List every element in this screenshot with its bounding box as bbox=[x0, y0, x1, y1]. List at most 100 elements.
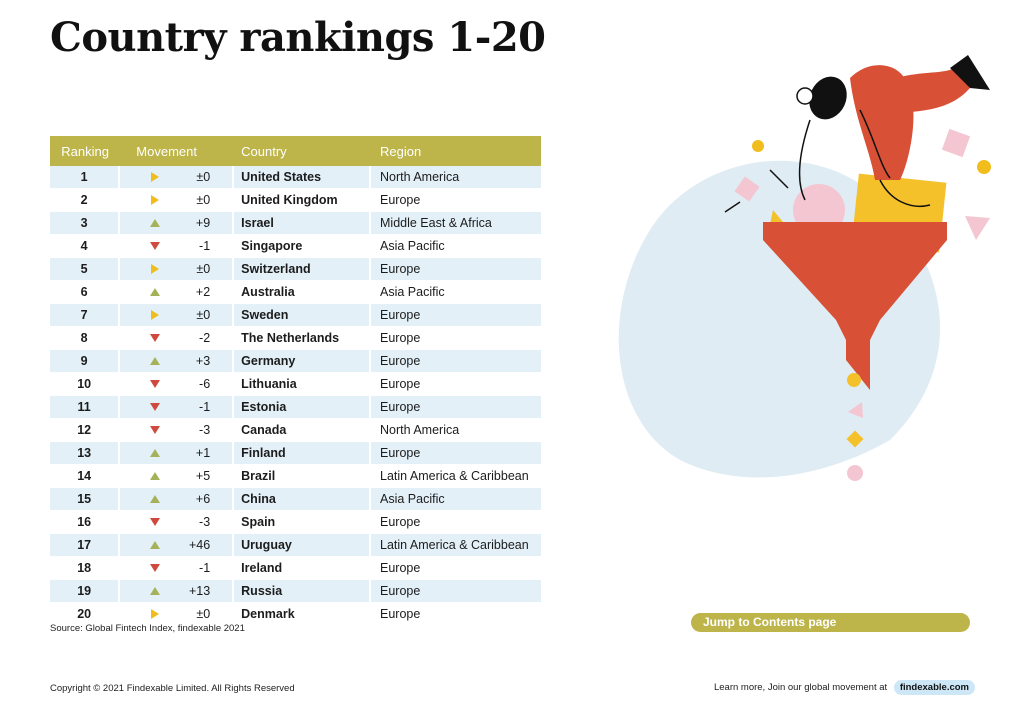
table-row: 14 +5 Brazil Latin America & Caribbean bbox=[50, 465, 541, 488]
movement-change: +5 bbox=[195, 469, 211, 483]
region-cell: Europe bbox=[371, 258, 541, 281]
movement-change: ±0 bbox=[196, 607, 211, 621]
table-row: 9 +3 Germany Europe bbox=[50, 350, 541, 373]
source-note: Source: Global Fintech Index, findexable… bbox=[50, 623, 245, 634]
movement-change: -1 bbox=[199, 239, 211, 253]
rank-cell: 9 bbox=[50, 350, 121, 373]
person-arm bbox=[859, 109, 891, 179]
rankings-table-body: 1 ±0 United States North America 2 ±0 United K… bbox=[50, 166, 541, 626]
region-cell: Middle East & Africa bbox=[371, 212, 541, 235]
movement-change: -6 bbox=[199, 377, 211, 391]
arrow-down-icon bbox=[150, 380, 161, 388]
arrow-up-icon bbox=[150, 219, 161, 227]
movement-change: -3 bbox=[199, 423, 211, 437]
table-row: 7 ±0 Sweden Europe bbox=[50, 304, 541, 327]
country-cell: Germany bbox=[234, 350, 371, 373]
movement-cell: ±0 bbox=[120, 166, 235, 189]
rank-cell: 16 bbox=[50, 511, 121, 534]
learn-more-text: Learn more, Join our global movement at bbox=[713, 682, 888, 693]
person-arm bbox=[798, 119, 811, 201]
decor-triangle bbox=[770, 210, 783, 224]
decor-triangle bbox=[848, 402, 863, 418]
movement-cell: ±0 bbox=[120, 603, 235, 626]
region-cell: Europe bbox=[371, 442, 541, 465]
region-cell: Europe bbox=[371, 327, 541, 350]
rank-cell: 19 bbox=[50, 580, 121, 603]
table-row: 18 -1 Ireland Europe bbox=[50, 557, 541, 580]
movement-cell: -2 bbox=[120, 327, 235, 350]
region-cell: Europe bbox=[371, 304, 541, 327]
arrow-right-icon bbox=[151, 172, 160, 182]
region-cell: Europe bbox=[371, 373, 541, 396]
movement-change: ±0 bbox=[196, 170, 211, 184]
arrow-up-icon bbox=[150, 288, 161, 296]
country-cell: Lithuania bbox=[234, 373, 371, 396]
table-row: 11 -1 Estonia Europe bbox=[50, 396, 541, 419]
rank-cell: 11 bbox=[50, 396, 121, 419]
table-row: 4 -1 Singapore Asia Pacific bbox=[50, 235, 541, 258]
movement-change: -1 bbox=[199, 561, 211, 575]
region-cell: Latin America & Caribbean bbox=[371, 465, 541, 488]
movement-cell: +1 bbox=[120, 442, 235, 465]
region-cell: Europe bbox=[371, 396, 541, 419]
country-cell: Canada bbox=[234, 419, 371, 442]
movement-cell: +3 bbox=[120, 350, 235, 373]
header-region: Region bbox=[371, 136, 541, 166]
country-cell: Australia bbox=[234, 281, 371, 304]
movement-change: +46 bbox=[188, 538, 211, 552]
movement-cell: -1 bbox=[120, 235, 235, 258]
table-row: 12 -3 Canada North America bbox=[50, 419, 541, 442]
person-shoe bbox=[950, 55, 990, 90]
rank-cell: 20 bbox=[50, 603, 121, 626]
movement-cell: +46 bbox=[120, 534, 235, 557]
header-movement: Movement bbox=[120, 136, 235, 166]
rank-cell: 4 bbox=[50, 235, 121, 258]
rank-cell: 17 bbox=[50, 534, 121, 557]
table-row: 1 ±0 United States North America bbox=[50, 166, 541, 189]
movement-change: -3 bbox=[199, 515, 211, 529]
movement-cell: +9 bbox=[120, 212, 235, 235]
rank-cell: 14 bbox=[50, 465, 121, 488]
movement-cell: ±0 bbox=[120, 304, 235, 327]
movement-cell: -3 bbox=[120, 511, 235, 534]
rank-cell: 6 bbox=[50, 281, 121, 304]
movement-change: -1 bbox=[199, 400, 211, 414]
rank-cell: 7 bbox=[50, 304, 121, 327]
findexable-link[interactable]: findexable.com bbox=[893, 680, 975, 695]
arrow-down-icon bbox=[150, 564, 161, 572]
decor-dot bbox=[977, 160, 991, 174]
jump-to-contents-button[interactable]: Jump to Contents page bbox=[691, 613, 970, 632]
country-cell: China bbox=[234, 488, 371, 511]
movement-cell: ±0 bbox=[120, 258, 235, 281]
person-body bbox=[850, 65, 914, 180]
country-cell: Spain bbox=[234, 511, 371, 534]
movement-change: +3 bbox=[195, 354, 211, 368]
country-cell: The Netherlands bbox=[234, 327, 371, 350]
movement-cell: -3 bbox=[120, 419, 235, 442]
country-cell: Brazil bbox=[234, 465, 371, 488]
decor-dot bbox=[752, 140, 764, 152]
region-cell: Europe bbox=[371, 189, 541, 212]
country-cell: Ireland bbox=[234, 557, 371, 580]
arrow-down-icon bbox=[150, 242, 161, 250]
region-cell: Europe bbox=[371, 557, 541, 580]
arrow-down-icon bbox=[150, 334, 161, 342]
region-cell: Europe bbox=[371, 580, 541, 603]
arrow-down-icon bbox=[150, 518, 161, 526]
region-cell: Asia Pacific bbox=[371, 281, 541, 304]
header-country: Country bbox=[234, 136, 371, 166]
table-header-row: Ranking Movement Country Region bbox=[50, 136, 541, 166]
arrow-up-icon bbox=[150, 541, 161, 549]
page-title: Country rankings 1-20 bbox=[50, 14, 546, 61]
arrow-right-icon bbox=[151, 310, 160, 320]
country-cell: Switzerland bbox=[234, 258, 371, 281]
region-cell: Asia Pacific bbox=[371, 488, 541, 511]
person-leg-line bbox=[879, 179, 931, 207]
movement-cell: -1 bbox=[120, 557, 235, 580]
table-row: 17 +46 Uruguay Latin America & Caribbean bbox=[50, 534, 541, 557]
arrow-up-icon bbox=[150, 357, 161, 365]
copyright-text: Copyright © 2021 Findexable Limited. All… bbox=[50, 683, 295, 694]
decor-diamond bbox=[846, 430, 864, 448]
movement-change: +2 bbox=[195, 285, 211, 299]
country-cell: Russia bbox=[234, 580, 371, 603]
